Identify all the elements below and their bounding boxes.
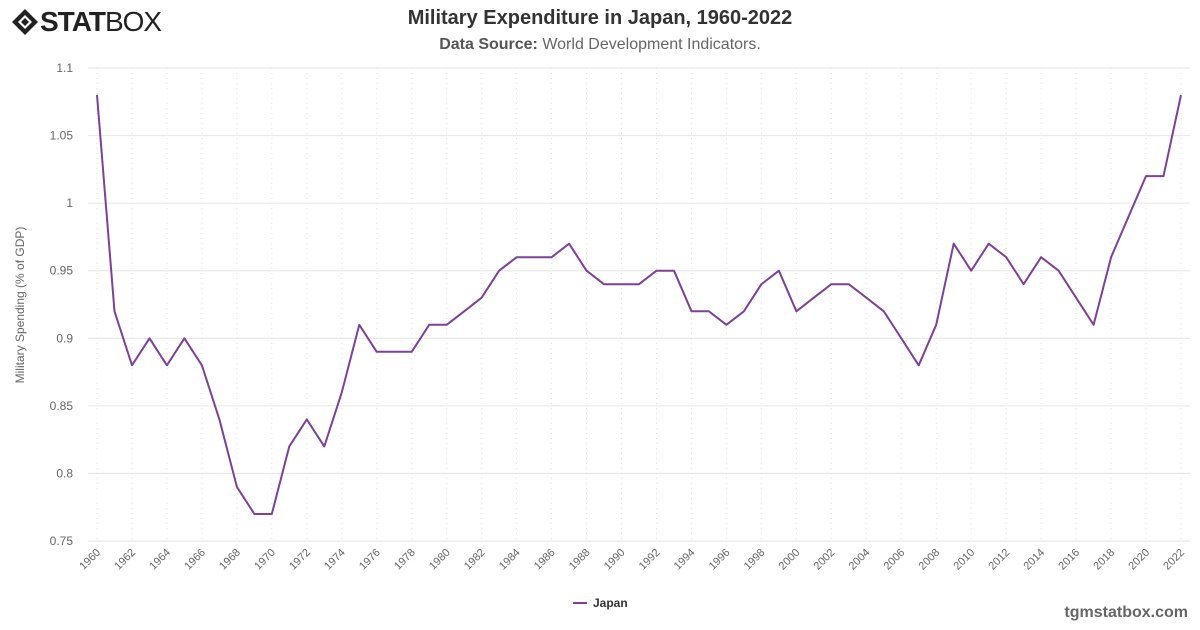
x-tick-label: 2010 bbox=[952, 547, 978, 573]
footer-site: tgmstatbox.com bbox=[1064, 604, 1188, 621]
x-tick-label: 1972 bbox=[287, 547, 313, 573]
x-tick-label: 1970 bbox=[252, 547, 278, 573]
x-tick-label: 1960 bbox=[77, 547, 103, 573]
y-tick-label: 1 bbox=[66, 196, 73, 210]
y-tick-label: 1.1 bbox=[56, 61, 73, 75]
x-tick-label: 2008 bbox=[917, 547, 943, 573]
x-tick-label: 2002 bbox=[812, 547, 838, 573]
logo-text-bold: STAT bbox=[40, 6, 106, 37]
x-tick-label: 1978 bbox=[392, 547, 418, 573]
y-tick-label: 0.8 bbox=[56, 466, 73, 480]
x-tick-label: 2006 bbox=[882, 547, 908, 573]
diamond-logo-icon bbox=[12, 9, 38, 35]
source-value: World Development Indicators. bbox=[542, 36, 761, 53]
source-label: Data Source: bbox=[439, 36, 538, 53]
chart-subtitle: Data Source: World Development Indicator… bbox=[0, 36, 1200, 54]
x-tick-label: 1980 bbox=[427, 547, 453, 573]
x-tick-label: 1982 bbox=[462, 547, 488, 573]
y-tick-label: 0.75 bbox=[50, 534, 74, 548]
x-tick-label: 1994 bbox=[672, 547, 698, 573]
logo-text-light: BOX bbox=[104, 6, 162, 37]
x-tick-label: 1968 bbox=[217, 547, 243, 573]
x-tick-label: 1988 bbox=[567, 547, 593, 573]
x-tick-label: 1962 bbox=[112, 547, 138, 573]
x-tick-label: 2020 bbox=[1126, 547, 1152, 573]
x-tick-label: 2014 bbox=[1021, 547, 1047, 573]
x-tick-label: 1992 bbox=[637, 547, 663, 573]
x-tick-label: 2012 bbox=[986, 547, 1012, 573]
x-tick-label: 1996 bbox=[707, 547, 733, 573]
statbox-logo: STAT BOX bbox=[10, 6, 162, 38]
x-tick-label: 1966 bbox=[182, 547, 208, 573]
legend-item-japan[interactable]: Japan bbox=[573, 596, 628, 610]
x-tick-label: 1976 bbox=[357, 547, 383, 573]
x-tick-label: 2018 bbox=[1091, 547, 1117, 573]
chart-title: Military Expenditure in Japan, 1960-2022 bbox=[407, 7, 793, 29]
x-tick-label: 1964 bbox=[147, 547, 173, 573]
x-tick-label: 2016 bbox=[1056, 547, 1082, 573]
series-line-japan bbox=[96, 94, 1182, 515]
x-tick-label: 2000 bbox=[777, 547, 803, 573]
legend-label: Japan bbox=[593, 596, 628, 610]
y-tick-label: 0.85 bbox=[50, 399, 74, 413]
x-tick-label: 2022 bbox=[1161, 547, 1187, 573]
y-tick-label: 1.05 bbox=[50, 129, 74, 143]
y-tick-label: 0.9 bbox=[56, 331, 73, 345]
x-tick-label: 1974 bbox=[322, 547, 348, 573]
x-tick-label: 1990 bbox=[602, 547, 628, 573]
x-tick-label: 1986 bbox=[532, 547, 558, 573]
y-axis-label: Military Spending (% of GDP) bbox=[13, 227, 27, 384]
y-tick-label: 0.95 bbox=[50, 264, 74, 278]
x-tick-label: 1984 bbox=[497, 547, 523, 573]
x-tick-label: 1998 bbox=[742, 547, 768, 573]
x-tick-label: 2004 bbox=[847, 547, 873, 573]
